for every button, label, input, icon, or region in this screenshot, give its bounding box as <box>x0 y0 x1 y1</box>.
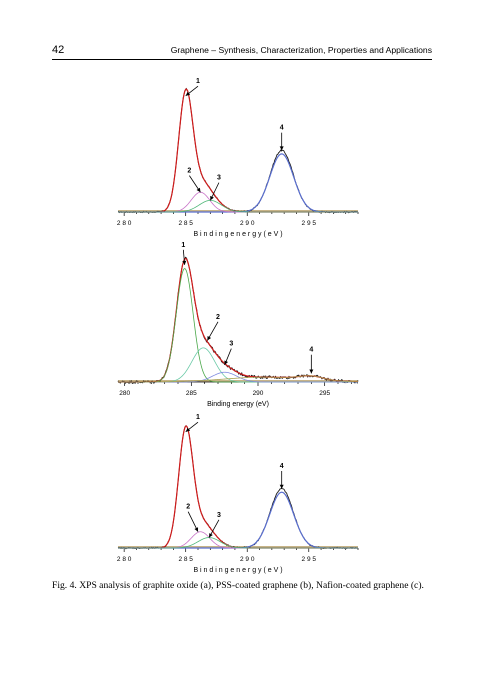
annotation-label: 2 <box>216 314 220 321</box>
x-tick-label: 2 9 0 <box>240 556 255 563</box>
annotation-arrowhead <box>279 484 284 489</box>
annotation-arrowhead <box>185 427 191 432</box>
annotation-arrowhead <box>185 91 191 96</box>
annotation-label: 4 <box>280 463 284 470</box>
x-tick-label: 285 <box>186 390 197 397</box>
x-tick-label: 2 8 0 <box>117 220 132 227</box>
x-tick-label: 2 9 5 <box>302 556 317 563</box>
annotation-label: 3 <box>217 512 221 519</box>
x-axis-label: Binding energy (eV) <box>207 401 269 408</box>
x-axis-label: B i n d i n g e n e r g y ( e V ) <box>193 231 282 238</box>
figure-caption: Fig. 4. XPS analysis of graphite oxide (… <box>52 580 424 591</box>
series-line-experimental <box>117 256 359 384</box>
x-tick-label: 2 9 5 <box>302 220 317 227</box>
series-line-component <box>118 531 358 549</box>
annotation-arrowhead <box>210 195 214 201</box>
xps-chart-b: 280 285 290 295 Binding energy (eV) 1 2 3 4 <box>100 242 360 432</box>
series-line-fit <box>118 491 358 549</box>
annotation-label: 1 <box>196 78 200 85</box>
annotation-label: 1 <box>181 242 185 249</box>
x-tick-label: 2 9 0 <box>240 220 255 227</box>
annotation-label: 4 <box>309 347 313 354</box>
annotation-label: 2 <box>186 504 190 511</box>
annotation-arrowhead <box>279 146 284 151</box>
series-line-component <box>118 537 358 549</box>
series-line-fit <box>118 153 358 213</box>
annotation-label: 3 <box>229 341 233 348</box>
x-tick-label: 2 8 5 <box>178 220 193 227</box>
x-tick-label: 280 <box>119 390 130 397</box>
annotation-arrowhead <box>309 369 314 374</box>
annotation-arrowhead <box>182 260 187 265</box>
series-line-component <box>118 375 359 383</box>
annotation-label: 1 <box>196 414 200 421</box>
page-number: 42 <box>52 44 65 56</box>
page-header: 42 Graphene – Synthesis, Characterizatio… <box>52 44 432 60</box>
annotation-arrowhead <box>224 360 229 365</box>
series-line-fit <box>118 88 358 213</box>
xps-chart-b-svg: 280 285 290 295 Binding energy (eV) 1 2 3 4 <box>117 242 359 408</box>
x-tick-label: 290 <box>253 390 264 397</box>
running-title: Graphene – Synthesis, Characterization, … <box>170 45 432 55</box>
annotation-label: 4 <box>280 125 284 132</box>
series-line-experimental <box>117 87 359 214</box>
annotation-arrowhead <box>209 533 213 538</box>
series-line-fit <box>118 425 358 549</box>
series-line-component <box>118 191 358 213</box>
annotation-arrowhead <box>194 527 199 532</box>
x-tick-label: 295 <box>319 390 330 397</box>
x-tick-label: 2 8 0 <box>117 556 132 563</box>
annotation-arrowhead <box>207 336 212 341</box>
annotation-arrowhead <box>196 187 201 193</box>
xps-chart-c-svg: 2 8 0 2 8 5 2 9 0 2 9 5 B i n d i n g e n e … <box>117 414 359 574</box>
xps-chart-a-svg: 2 8 0 2 8 5 2 9 0 2 9 5 B i n d i n g e n e … <box>117 78 359 238</box>
series-line-fit <box>118 257 359 383</box>
annotation-label: 3 <box>217 175 221 182</box>
xps-chart-c: 2 8 0 2 8 5 2 9 0 2 9 5 B i n d i n g e n e … <box>100 414 360 598</box>
series-line-experimental <box>117 425 359 550</box>
x-axis-label: B i n d i n g e n e r g y ( e V ) <box>193 567 282 574</box>
series-line-component <box>118 268 358 383</box>
annotation-label: 2 <box>187 168 191 175</box>
xps-chart-a: 2 8 0 2 8 5 2 9 0 2 9 5 B i n d i n g e n e … <box>100 78 360 262</box>
x-tick-label: 2 8 5 <box>178 556 193 563</box>
header-rule <box>52 59 432 60</box>
series-line-component <box>118 199 358 213</box>
